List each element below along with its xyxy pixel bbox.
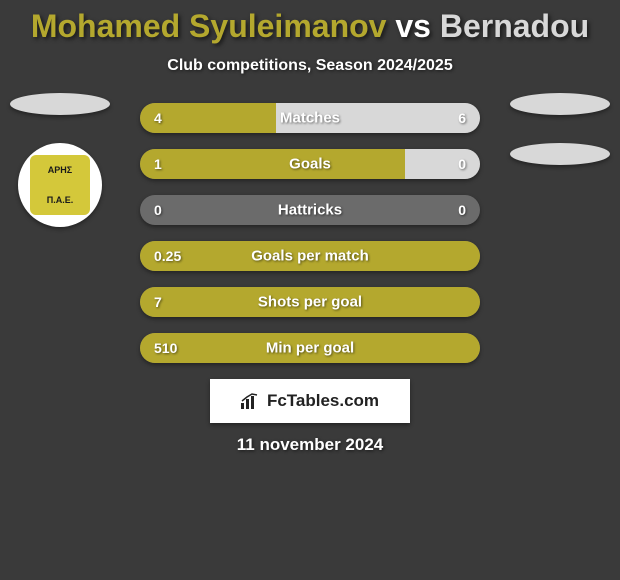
right-decoration — [510, 93, 610, 193]
stat-value-right: 0 — [458, 156, 466, 172]
stat-label: Hattricks — [278, 202, 342, 219]
subtitle: Club competitions, Season 2024/2025 — [0, 57, 620, 75]
club-badge: ΑΡΗΣ Π.Α.Ε. — [18, 143, 102, 227]
stat-value-left: 0.25 — [154, 248, 181, 264]
ellipse-shape — [510, 143, 610, 165]
stat-row: 0 0 Hattricks — [140, 195, 480, 225]
stat-row: 4 6 Matches — [140, 103, 480, 133]
stat-row: 510 Min per goal — [140, 333, 480, 363]
left-decoration: ΑΡΗΣ Π.Α.Ε. — [10, 93, 110, 227]
stat-value-left: 0 — [154, 202, 162, 218]
chart-icon — [241, 393, 261, 409]
stat-rows: 4 6 Matches 1 0 Goals 0 0 Hattricks 0.25 Goals per… — [140, 103, 480, 363]
page-title: Mohamed Syuleimanov vs Bernadou — [0, 8, 620, 45]
stat-row: 1 0 Goals — [140, 149, 480, 179]
stat-row: 7 Shots per goal — [140, 287, 480, 317]
player2-name: Bernadou — [440, 8, 589, 44]
stat-label: Goals per match — [251, 248, 369, 265]
player1-name: Mohamed Syuleimanov — [31, 8, 387, 44]
badge-text-top: ΑΡΗΣ — [48, 165, 72, 175]
stat-value-left: 4 — [154, 110, 162, 126]
stat-value-left: 510 — [154, 340, 177, 356]
footer-date: 11 november 2024 — [0, 435, 620, 455]
ellipse-shape — [10, 93, 110, 115]
stat-value-right: 6 — [458, 110, 466, 126]
bar-right — [405, 149, 480, 179]
stat-value-left: 1 — [154, 156, 162, 172]
footer-logo-text: FcTables.com — [267, 391, 379, 411]
stat-value-right: 0 — [458, 202, 466, 218]
stat-value-left: 7 — [154, 294, 162, 310]
vs-text: vs — [386, 8, 439, 44]
bar-left — [140, 149, 405, 179]
stat-label: Min per goal — [266, 340, 354, 357]
stats-area: ΑΡΗΣ Π.Α.Ε. 46Matches10Goals00Hattricks0… — [0, 103, 620, 363]
stat-row: 0.25 Goals per match — [140, 241, 480, 271]
stat-label: Shots per goal — [258, 294, 362, 311]
footer-logo: FcTables.com — [210, 379, 410, 423]
ellipse-shape — [510, 93, 610, 115]
infographic-container: Mohamed Syuleimanov vs Bernadou Club com… — [0, 0, 620, 455]
stat-label: Goals — [289, 156, 331, 173]
stat-label: Matches — [280, 110, 340, 127]
badge-inner: ΑΡΗΣ Π.Α.Ε. — [30, 155, 90, 215]
badge-text-bottom: Π.Α.Ε. — [47, 195, 74, 205]
